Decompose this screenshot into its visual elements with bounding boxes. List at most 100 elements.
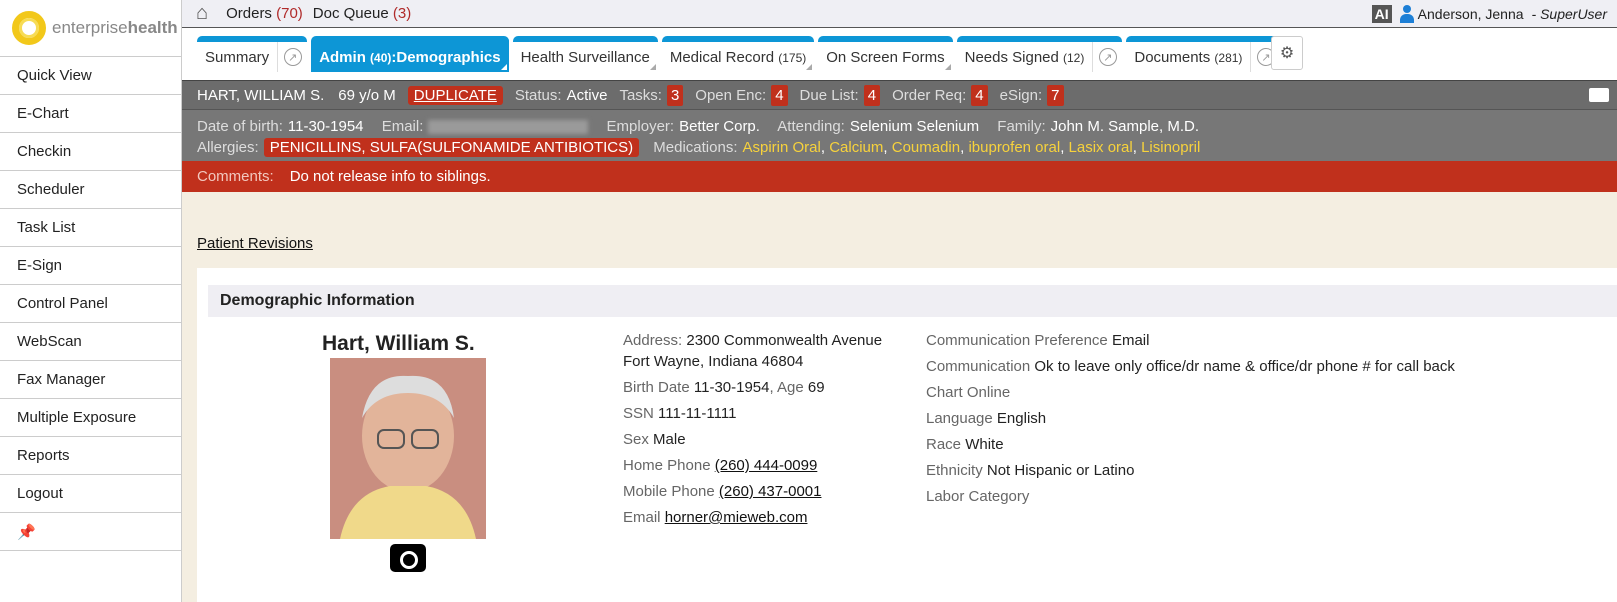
ethnicity-value: Not Hispanic or Latino xyxy=(986,462,1135,479)
medications-label: Medications: xyxy=(653,139,738,156)
tab-needs-signed[interactable]: Needs Signed (12) ↗ xyxy=(956,36,1123,72)
ai-button[interactable]: AI xyxy=(1371,4,1392,23)
duplicate-badge[interactable]: DUPLICATE xyxy=(407,85,503,105)
attending-label: Attending: xyxy=(777,118,845,135)
sidebar: enterprisehealth Quick View E-Chart Checki… xyxy=(0,0,182,602)
race-label: Race xyxy=(926,436,962,453)
tab-admin[interactable]: Admin (40):Demographics xyxy=(311,36,509,72)
patient-bar: HART, WILLIAM S. 69 y/o M DUPLICATE Stat… xyxy=(182,80,1617,109)
labor-category-label: Labor Category xyxy=(926,488,1030,505)
email-link[interactable]: horner@mieweb.com xyxy=(664,509,808,526)
open-enc-badge[interactable]: 4 xyxy=(771,84,788,106)
tab-label: Health Surveillance xyxy=(520,48,650,66)
comm-pref-label: Communication Preference xyxy=(926,332,1108,349)
dropdown-corner-icon[interactable] xyxy=(500,64,507,70)
age-label: , Age xyxy=(769,379,804,396)
doc-queue-count: (3) xyxy=(392,5,412,22)
sidebar-item-logout[interactable]: Logout xyxy=(0,475,181,513)
comments-label: Comments: xyxy=(197,168,274,185)
video-icon[interactable] xyxy=(1589,88,1609,102)
medication-link[interactable]: ibuprofen oral xyxy=(968,139,1061,156)
patient-info: Date of birth: 11-30-1954 Email: Employer… xyxy=(182,109,1617,161)
user-icon xyxy=(1399,4,1414,23)
tab-label: Summary xyxy=(205,48,270,66)
tab-count: (40) xyxy=(370,50,392,65)
dropdown-corner-icon[interactable] xyxy=(649,64,656,70)
pin-icon[interactable]: 📌 xyxy=(0,513,181,551)
order-req-label: Order Req: xyxy=(892,86,967,104)
doc-queue-label: Doc Queue xyxy=(312,5,389,22)
open-enc-label: Open Enc: xyxy=(695,86,767,104)
orders-link[interactable]: Orders (70) xyxy=(226,5,303,22)
comments-text: Do not release info to siblings. xyxy=(289,168,491,185)
brand-name-bold: health xyxy=(127,18,178,37)
race-value: White xyxy=(965,436,1004,453)
tab-on-screen-forms[interactable]: On Screen Forms xyxy=(818,36,953,72)
tab-medical-record[interactable]: Medical Record (175) xyxy=(661,36,815,72)
sidebar-item-webscan[interactable]: WebScan xyxy=(0,323,181,361)
tab-health-surveillance[interactable]: Health Surveillance xyxy=(512,36,658,72)
sidebar-item-scheduler[interactable]: Scheduler xyxy=(0,171,181,209)
sex-value: Male xyxy=(653,431,686,448)
tab-count: (12) xyxy=(1063,50,1085,65)
birth-date-label: Birth Date xyxy=(623,379,690,396)
sidebar-item-reports[interactable]: Reports xyxy=(0,437,181,475)
email-label: Email xyxy=(623,509,661,526)
family-value: John M. Sample, M.D. xyxy=(1050,118,1200,135)
status-label: Status: xyxy=(514,86,562,104)
mobile-phone-link[interactable]: (260) 437-0001 xyxy=(718,483,822,500)
due-list-badge[interactable]: 4 xyxy=(863,84,881,106)
medication-link[interactable]: Lasix oral xyxy=(1068,139,1133,156)
contact-column: Address: 2300 Commonwealth Avenue Fort W… xyxy=(623,328,882,531)
home-phone-label: Home Phone xyxy=(623,457,711,474)
chart-online-label: Chart Online xyxy=(926,384,1011,401)
sidebar-item-e-chart[interactable]: E-Chart xyxy=(0,95,181,133)
orders-label: Orders xyxy=(226,5,272,22)
tab-documents[interactable]: Documents (281) ↗ xyxy=(1126,36,1281,72)
medication-link[interactable]: Aspirin Oral xyxy=(742,139,821,156)
patient-photo xyxy=(330,358,486,539)
camera-icon[interactable] xyxy=(390,544,426,572)
sex-label: Sex xyxy=(623,431,649,448)
sidebar-item-multiple-exposure[interactable]: Multiple Exposure xyxy=(0,399,181,437)
tab-summary[interactable]: Summary ↗ xyxy=(197,36,308,72)
tab-label: On Screen Forms xyxy=(826,48,945,66)
patient-revisions-link[interactable]: Patient Revisions xyxy=(197,235,313,252)
dropdown-corner-icon[interactable] xyxy=(806,64,813,70)
birth-date-value: 11-30-1954 xyxy=(693,379,770,396)
language-value: English xyxy=(996,410,1047,427)
age-value: 69 xyxy=(807,379,825,396)
sidebar-item-e-sign[interactable]: E-Sign xyxy=(0,247,181,285)
medication-link[interactable]: Calcium xyxy=(829,139,884,156)
open-external-icon[interactable]: ↗ xyxy=(1092,42,1122,72)
logo[interactable]: enterprisehealth xyxy=(0,0,181,57)
home-phone-link[interactable]: (260) 444-0099 xyxy=(714,457,818,474)
dropdown-corner-icon[interactable] xyxy=(944,64,951,70)
medication-link[interactable]: Coumadin xyxy=(891,139,961,156)
sidebar-item-control-panel[interactable]: Control Panel xyxy=(0,285,181,323)
gear-icon[interactable]: ⚙ xyxy=(1271,36,1303,70)
order-req-badge[interactable]: 4 xyxy=(971,84,988,106)
comm-pref-value: Email xyxy=(1111,332,1150,349)
dob-label: Date of birth: xyxy=(197,118,283,135)
user-name[interactable]: Anderson, Jenna xyxy=(1417,5,1524,22)
employer-label: Employer: xyxy=(606,118,675,135)
email-blurred xyxy=(428,120,589,135)
doc-queue-link[interactable]: Doc Queue (3) xyxy=(313,5,411,22)
sidebar-item-quick-view[interactable]: Quick View xyxy=(0,57,181,95)
sidebar-item-task-list[interactable]: Task List xyxy=(0,209,181,247)
communication-value: Ok to leave only office/dr name & office… xyxy=(1034,358,1455,375)
tasks-badge[interactable]: 3 xyxy=(666,84,684,106)
tab-count: (281) xyxy=(1214,50,1243,65)
sidebar-item-fax-manager[interactable]: Fax Manager xyxy=(0,361,181,399)
sidebar-item-checkin[interactable]: Checkin xyxy=(0,133,181,171)
address-line2: Fort Wayne, Indiana 46804 xyxy=(623,353,804,370)
tab-label: Admin xyxy=(319,48,371,66)
medication-link[interactable]: Lisinopril xyxy=(1141,139,1201,156)
open-external-icon[interactable]: ↗ xyxy=(277,42,307,72)
tab-count: (175) xyxy=(778,50,807,65)
esign-badge[interactable]: 7 xyxy=(1047,84,1064,106)
home-icon[interactable]: ⌂ xyxy=(196,2,209,24)
due-list-label: Due List: xyxy=(799,86,859,104)
ethnicity-label: Ethnicity xyxy=(926,462,983,479)
